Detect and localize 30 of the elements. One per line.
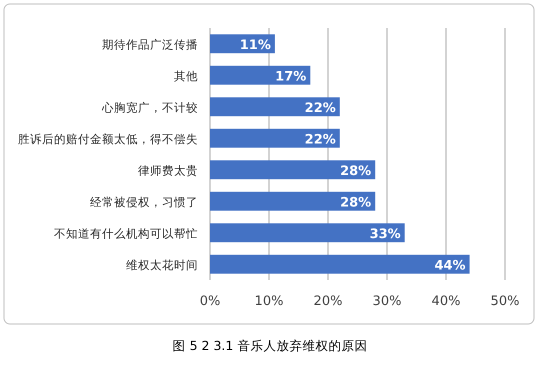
x-tick-label: 30%	[372, 294, 402, 309]
y-tick-label: 不知道有什么机构可以帮忙	[54, 226, 198, 240]
bar	[210, 160, 376, 180]
x-tick-label: 40%	[432, 294, 460, 309]
data-label: 22%	[304, 100, 336, 116]
x-tick-label: 50%	[490, 294, 520, 309]
data-label: 22%	[304, 132, 336, 148]
bar	[210, 254, 470, 274]
y-tick-label: 律师费太贵	[138, 163, 198, 178]
y-tick-label: 经常被侵权，习惯了	[90, 194, 198, 209]
data-label: 44%	[434, 258, 466, 274]
x-tick-label: 10%	[254, 294, 284, 309]
data-label: 28%	[340, 195, 372, 210]
y-tick-label: 心胸宽广，不计较	[101, 100, 198, 114]
bar	[210, 192, 376, 211]
bar	[210, 223, 405, 242]
data-label: 17%	[275, 69, 306, 84]
x-tick-label: 0%	[200, 294, 220, 309]
bar	[210, 66, 310, 85]
y-tick-label: 胜诉后的赔付金额太低，得不偿失	[18, 132, 198, 146]
y-tick-label: 期待作品广泛传播	[102, 37, 198, 52]
data-label: 28%	[340, 164, 372, 179]
bar	[210, 97, 340, 116]
data-label: 33%	[370, 226, 401, 242]
x-tick-label: 20%	[314, 294, 342, 309]
y-tick-label: 其他	[174, 68, 198, 83]
caption: 图 5 2 3.1 音乐人放弃维权的原因	[172, 338, 368, 353]
y-tick-label: 维权太花时间	[126, 258, 198, 272]
data-label: 11%	[240, 38, 271, 53]
bar	[210, 128, 340, 148]
